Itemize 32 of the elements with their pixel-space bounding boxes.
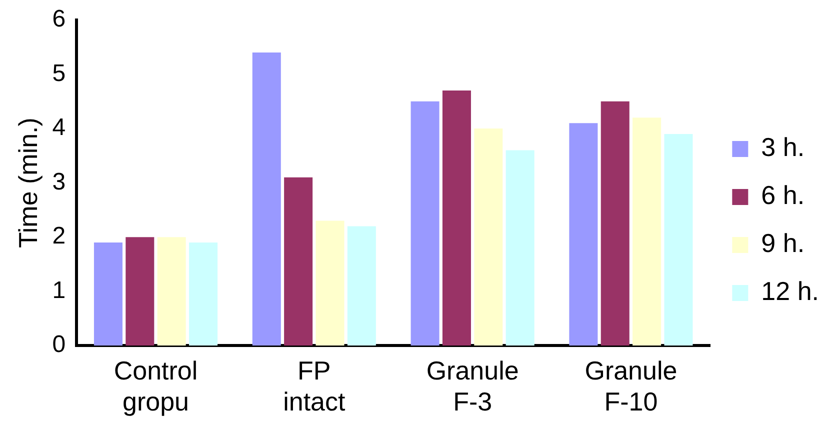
- bar: [252, 52, 281, 346]
- y-axis-title: Time (min.): [12, 118, 43, 248]
- bar: [157, 237, 186, 346]
- bar: [284, 177, 313, 346]
- bar: [569, 123, 598, 346]
- bar: [600, 101, 630, 346]
- bar: [632, 118, 662, 346]
- bar: [474, 128, 503, 346]
- y-tick-label: 2: [52, 222, 66, 250]
- legend-label: 3 h.: [761, 132, 805, 162]
- bar: [189, 242, 218, 346]
- bar: [442, 90, 471, 346]
- legend-label: 6 h.: [761, 180, 805, 210]
- x-tick-label: Control gropu: [114, 355, 198, 417]
- bar: [347, 226, 376, 346]
- bar: [94, 242, 122, 346]
- bar: [506, 150, 534, 346]
- legend-label: 9 h.: [761, 228, 805, 258]
- y-tick-label: 3: [52, 168, 66, 196]
- legend-label: 12 h.: [761, 276, 819, 306]
- bar: [410, 101, 440, 346]
- bar: [664, 134, 693, 346]
- y-tick-label: 6: [52, 6, 66, 33]
- y-tick-label: 1: [52, 276, 66, 304]
- x-tick-label: FP intact: [283, 355, 346, 417]
- bar: [316, 220, 344, 346]
- bar: [126, 237, 154, 346]
- y-tick-label: 0: [52, 331, 66, 358]
- x-tick-label: Granule F-3: [426, 355, 519, 417]
- x-tick-label: Granule F-10: [584, 355, 678, 417]
- y-tick-label: 5: [52, 60, 66, 87]
- y-tick-label: 4: [52, 114, 66, 142]
